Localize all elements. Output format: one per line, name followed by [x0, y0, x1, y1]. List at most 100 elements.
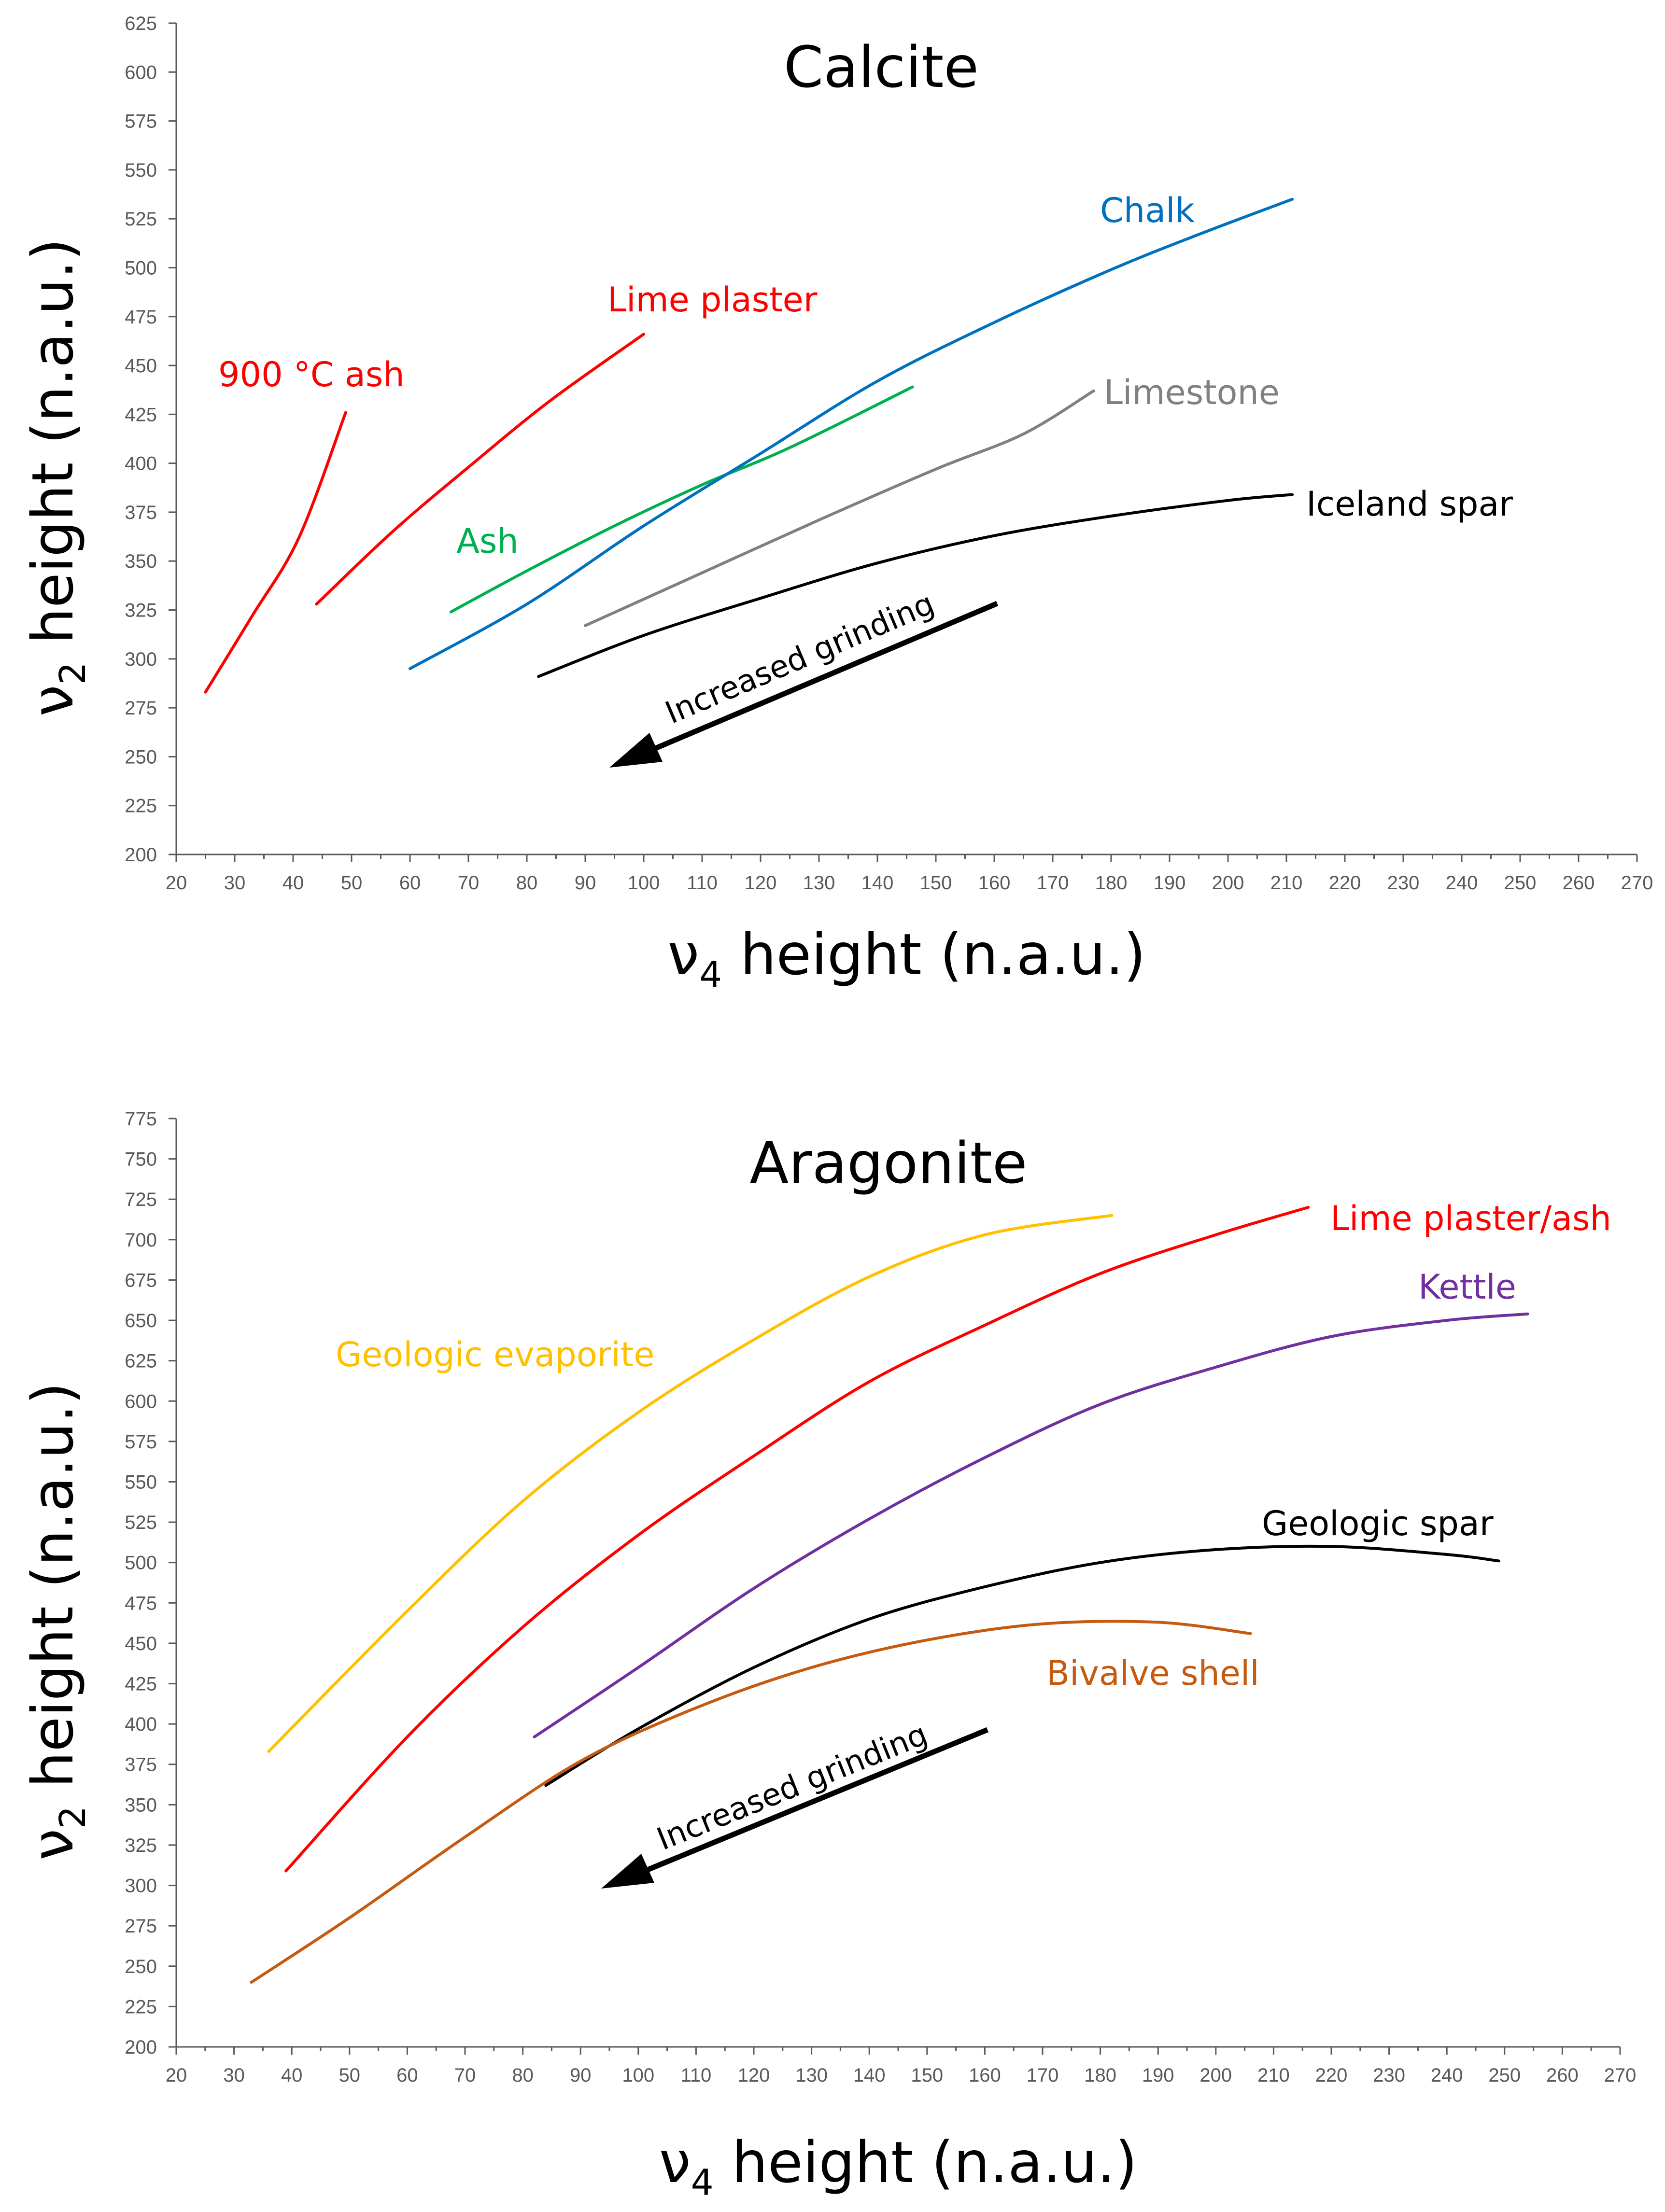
aragonite-x-tick-label: 30	[223, 2065, 245, 2086]
calcite-x-tick-label: 100	[628, 872, 660, 894]
aragonite-x-tick-label: 200	[1199, 2065, 1232, 2086]
aragonite-y-tick-label: 250	[125, 1956, 157, 1977]
calcite-x-tick-label: 50	[341, 872, 363, 894]
aragonite-grinding-arrowhead	[601, 1854, 654, 1889]
aragonite-x-tick-label: 180	[1084, 2065, 1116, 2086]
calcite-series-chalk	[409, 197, 1294, 671]
calcite-series-900-c-ash	[204, 411, 347, 694]
calcite-grinding-annotation: Increased grinding	[609, 586, 999, 768]
series-label-geologic-spar: Geologic spar	[1262, 1504, 1494, 1543]
aragonite-y-tick-label: 600	[125, 1391, 157, 1412]
calcite-x-tick-label: 220	[1329, 872, 1361, 894]
series-label-ash: Ash	[456, 521, 519, 561]
calcite-x-tick-label: 20	[166, 872, 187, 894]
aragonite-y-tick-label: 375	[125, 1754, 157, 1776]
series-label-geologic-evaporite: Geologic evaporite	[336, 1335, 654, 1374]
aragonite-x-tick-label: 100	[622, 2065, 654, 2086]
calcite-y-tick-label: 275	[125, 698, 157, 719]
calcite-x-tick-label: 250	[1504, 872, 1537, 894]
aragonite-y-tick-label: 750	[125, 1149, 157, 1170]
aragonite-x-tick-label: 90	[570, 2065, 592, 2086]
aragonite-y-tick-label: 775	[125, 1108, 157, 1130]
calcite-series-limestone	[584, 389, 1095, 627]
calcite-y-tick-label: 550	[125, 160, 157, 181]
aragonite-y-tick-label: 300	[125, 1876, 157, 1897]
calcite-x-tick-label: 40	[282, 872, 304, 894]
aragonite-x-axis-title: ν4 height (n.a.u.)	[659, 2129, 1138, 2203]
aragonite-x-tick-label: 150	[911, 2065, 943, 2086]
calcite-y-tick-label: 425	[125, 404, 157, 425]
calcite-x-tick-label: 140	[861, 872, 894, 894]
calcite-x-tick-label: 150	[920, 872, 952, 894]
calcite-x-tick-label: 120	[745, 872, 777, 894]
aragonite-x-tick-label: 190	[1142, 2065, 1174, 2086]
calcite-x-tick-label: 90	[575, 872, 596, 894]
calcite-y-tick-label: 375	[125, 502, 157, 523]
aragonite-y-tick-label: 225	[125, 1996, 157, 2017]
series-label-lime-plaster-ash: Lime plaster/ash	[1330, 1199, 1611, 1238]
calcite-axes: 20 30 40 50 60 70 80 90 100 110 120 130 140 150 160 170…	[19, 13, 1653, 995]
aragonite-series-labels: Geologic evaporite Lime plaster/ash Kett…	[336, 1199, 1611, 1693]
aragonite-x-tick-label: 50	[339, 2065, 361, 2086]
calcite-series-ash	[449, 385, 914, 614]
calcite-x-tick-label: 270	[1621, 872, 1653, 894]
aragonite-grinding-annotation: Increased grinding	[601, 1717, 989, 1889]
calcite-y-tick-label: 325	[125, 600, 157, 621]
aragonite-x-tick-label: 210	[1257, 2065, 1290, 2086]
calcite-x-tick-label: 130	[803, 872, 835, 894]
aragonite-x-tick-label: 80	[512, 2065, 534, 2086]
aragonite-x-tick-label: 240	[1431, 2065, 1463, 2086]
aragonite-y-tick-label: 425	[125, 1674, 157, 1695]
calcite-y-tick-label: 450	[125, 355, 157, 377]
aragonite-x-tick-label: 140	[853, 2065, 886, 2086]
aragonite-grinding-label: Increased grinding	[652, 1717, 932, 1858]
aragonite-axes: 20 30 40 50 60 70 80 90 100 110 120 130 140 150 160 170…	[19, 1108, 1636, 2203]
aragonite-x-tick-label: 60	[396, 2065, 418, 2086]
calcite-grinding-label: Increased grinding	[660, 586, 939, 731]
calcite-y-tick-label: 500	[125, 257, 157, 279]
aragonite-series-kettle	[533, 1312, 1529, 1738]
aragonite-x-tick-label: 270	[1604, 2065, 1637, 2086]
aragonite-y-axis-title: ν2 height (n.a.u.)	[19, 1382, 94, 1861]
aragonite-series-bivalve-shell	[250, 1620, 1252, 1984]
aragonite-x-tick-label: 170	[1027, 2065, 1059, 2086]
series-label-chalk: Chalk	[1100, 191, 1195, 230]
aragonite-y-tick-label: 650	[125, 1310, 157, 1331]
aragonite-x-tick-label: 70	[454, 2065, 476, 2086]
calcite-chart: Calcite 20 30 40 50 60 70 80 90 100 110 120 130 140 1…	[19, 13, 1653, 995]
aragonite-series-geologic-evaporite	[267, 1214, 1114, 1753]
aragonite-y-tick-label: 475	[125, 1593, 157, 1614]
aragonite-y-tick-label: 725	[125, 1189, 157, 1210]
calcite-y-tick-label: 475	[125, 307, 157, 328]
aragonite-x-tick-label: 160	[969, 2065, 1001, 2086]
calcite-x-tick-label: 80	[516, 872, 538, 894]
series-label-limestone: Limestone	[1104, 373, 1280, 412]
series-label-kettle: Kettle	[1418, 1267, 1516, 1307]
calcite-x-tick-label: 30	[224, 872, 246, 894]
aragonite-x-tick-label: 230	[1373, 2065, 1405, 2086]
aragonite-series-geologic-spar	[544, 1544, 1500, 1787]
calcite-x-tick-label: 110	[687, 872, 718, 894]
series-label-bivalve-shell: Bivalve shell	[1046, 1653, 1259, 1693]
calcite-y-tick-label: 600	[125, 62, 157, 83]
calcite-y-tick-label: 300	[125, 649, 157, 670]
aragonite-y-tick-label: 275	[125, 1916, 157, 1937]
calcite-series-lime-plaster	[315, 333, 645, 606]
aragonite-title: Aragonite	[749, 1130, 1027, 1196]
calcite-title: Calcite	[784, 34, 979, 100]
aragonite-y-tick-label: 525	[125, 1512, 157, 1533]
aragonite-y-tick-label: 350	[125, 1794, 157, 1816]
calcite-x-axis-title: ν4 height (n.a.u.)	[667, 921, 1146, 995]
aragonite-y-tick-label: 700	[125, 1230, 157, 1251]
calcite-y-axis-title: ν2 height (n.a.u.)	[19, 238, 94, 717]
series-label-iceland-spar: Iceland spar	[1306, 484, 1513, 524]
calcite-y-tick-label: 575	[125, 111, 157, 132]
aragonite-x-tick-label: 250	[1488, 2065, 1521, 2086]
calcite-y-tick-label: 250	[125, 746, 157, 768]
calcite-series	[204, 197, 1294, 694]
calcite-x-tick-label: 180	[1095, 872, 1128, 894]
aragonite-x-tick-label: 110	[681, 2065, 712, 2086]
aragonite-y-tick-label: 675	[125, 1270, 157, 1291]
calcite-series-labels: 900 °C ash Lime plaster Ash Chalk Limest…	[218, 191, 1513, 561]
